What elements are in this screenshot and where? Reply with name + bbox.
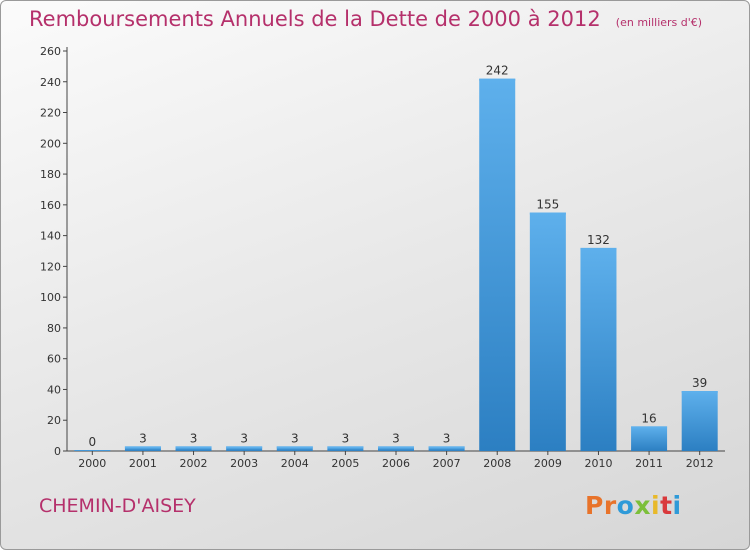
- bar: [175, 446, 212, 451]
- y-tick-label: 160: [40, 199, 61, 212]
- data-label: 132: [587, 233, 610, 247]
- data-label: 3: [392, 431, 400, 445]
- y-tick-label: 20: [47, 414, 61, 427]
- x-tick-label: 2007: [433, 457, 461, 470]
- chart-title: Remboursements Annuels de la Dette de 20…: [29, 7, 601, 31]
- labels: 0 3 3 3 3 3 3 3 242 155 132 16 39: [88, 64, 707, 449]
- data-label: 39: [692, 376, 707, 390]
- y-tick-label: 180: [40, 168, 61, 181]
- data-label: 3: [291, 431, 299, 445]
- bar-highlight: [479, 78, 516, 81]
- bar: [529, 212, 566, 451]
- y-tick-label: 260: [40, 45, 61, 58]
- x-tick-label: 2008: [483, 457, 511, 470]
- data-label: 155: [536, 198, 559, 212]
- data-label: 0: [88, 435, 96, 449]
- x-tick-label: 2004: [281, 457, 309, 470]
- y-tick-label: 200: [40, 137, 61, 150]
- chart-unit: (en milliers d'€): [615, 16, 703, 29]
- bar-highlight: [327, 446, 364, 449]
- x-tick-label: 2006: [382, 457, 410, 470]
- logo-letter: o: [616, 491, 635, 520]
- y-tick-label: 40: [47, 383, 61, 396]
- data-label: 3: [342, 431, 350, 445]
- bar-highlight: [378, 446, 414, 449]
- bar-highlight: [529, 212, 566, 215]
- bar-highlight: [681, 391, 718, 393]
- y-tick-label: 80: [47, 322, 61, 335]
- x-tick-label: 2002: [180, 457, 208, 470]
- bar: [226, 446, 263, 451]
- bar: [276, 446, 313, 451]
- bar-highlight: [175, 446, 212, 449]
- logo-letter: t: [660, 491, 673, 520]
- logo-letter: r: [603, 491, 617, 520]
- data-label: 3: [240, 431, 248, 445]
- logo-letter: i: [672, 491, 682, 520]
- axes: 0204060801001201401601802002202402602000…: [40, 45, 725, 470]
- y-tick-label: 0: [54, 445, 61, 458]
- bar: [479, 78, 516, 451]
- bar-highlight: [631, 426, 668, 429]
- y-tick-label: 140: [40, 230, 61, 243]
- x-tick-label: 2000: [78, 457, 106, 470]
- x-tick-label: 2005: [331, 457, 359, 470]
- bar-highlight: [580, 247, 617, 250]
- data-label: 3: [190, 431, 198, 445]
- y-tick-label: 240: [40, 76, 61, 89]
- bar-highlight: [276, 446, 313, 449]
- x-tick-label: 2003: [230, 457, 258, 470]
- y-tick-label: 120: [40, 260, 61, 273]
- x-tick-label: 2001: [129, 457, 157, 470]
- logo-letter: x: [634, 491, 651, 520]
- bar-highlight: [226, 446, 263, 449]
- data-label: 242: [486, 64, 509, 78]
- logo-letter: P: [585, 491, 604, 520]
- bar-highlight: [428, 446, 465, 449]
- bar: [631, 426, 668, 451]
- y-tick-label: 220: [40, 107, 61, 120]
- bar: [327, 446, 364, 451]
- bar-highlight: [124, 446, 161, 449]
- commune-name: CHEMIN-D'AISEY: [39, 495, 196, 517]
- bar: [74, 450, 111, 451]
- bar: [681, 391, 718, 451]
- y-tick-label: 100: [40, 291, 61, 304]
- bar: [124, 446, 161, 451]
- data-label: 3: [139, 431, 147, 445]
- x-tick-label: 2012: [686, 457, 714, 470]
- x-tick-label: 2011: [635, 457, 663, 470]
- logo-letter: i: [651, 491, 661, 520]
- bar: [580, 247, 617, 451]
- title-line: Remboursements Annuels de la Dette de 20…: [29, 7, 702, 31]
- data-label: 16: [641, 411, 656, 425]
- bars: [74, 78, 718, 451]
- x-tick-label: 2010: [584, 457, 612, 470]
- proxiti-logo[interactable]: Proxiti: [585, 491, 682, 520]
- data-label: 3: [443, 431, 451, 445]
- x-tick-label: 2009: [534, 457, 562, 470]
- bar: [378, 446, 414, 451]
- bar: [428, 446, 465, 451]
- y-tick-label: 60: [47, 353, 61, 366]
